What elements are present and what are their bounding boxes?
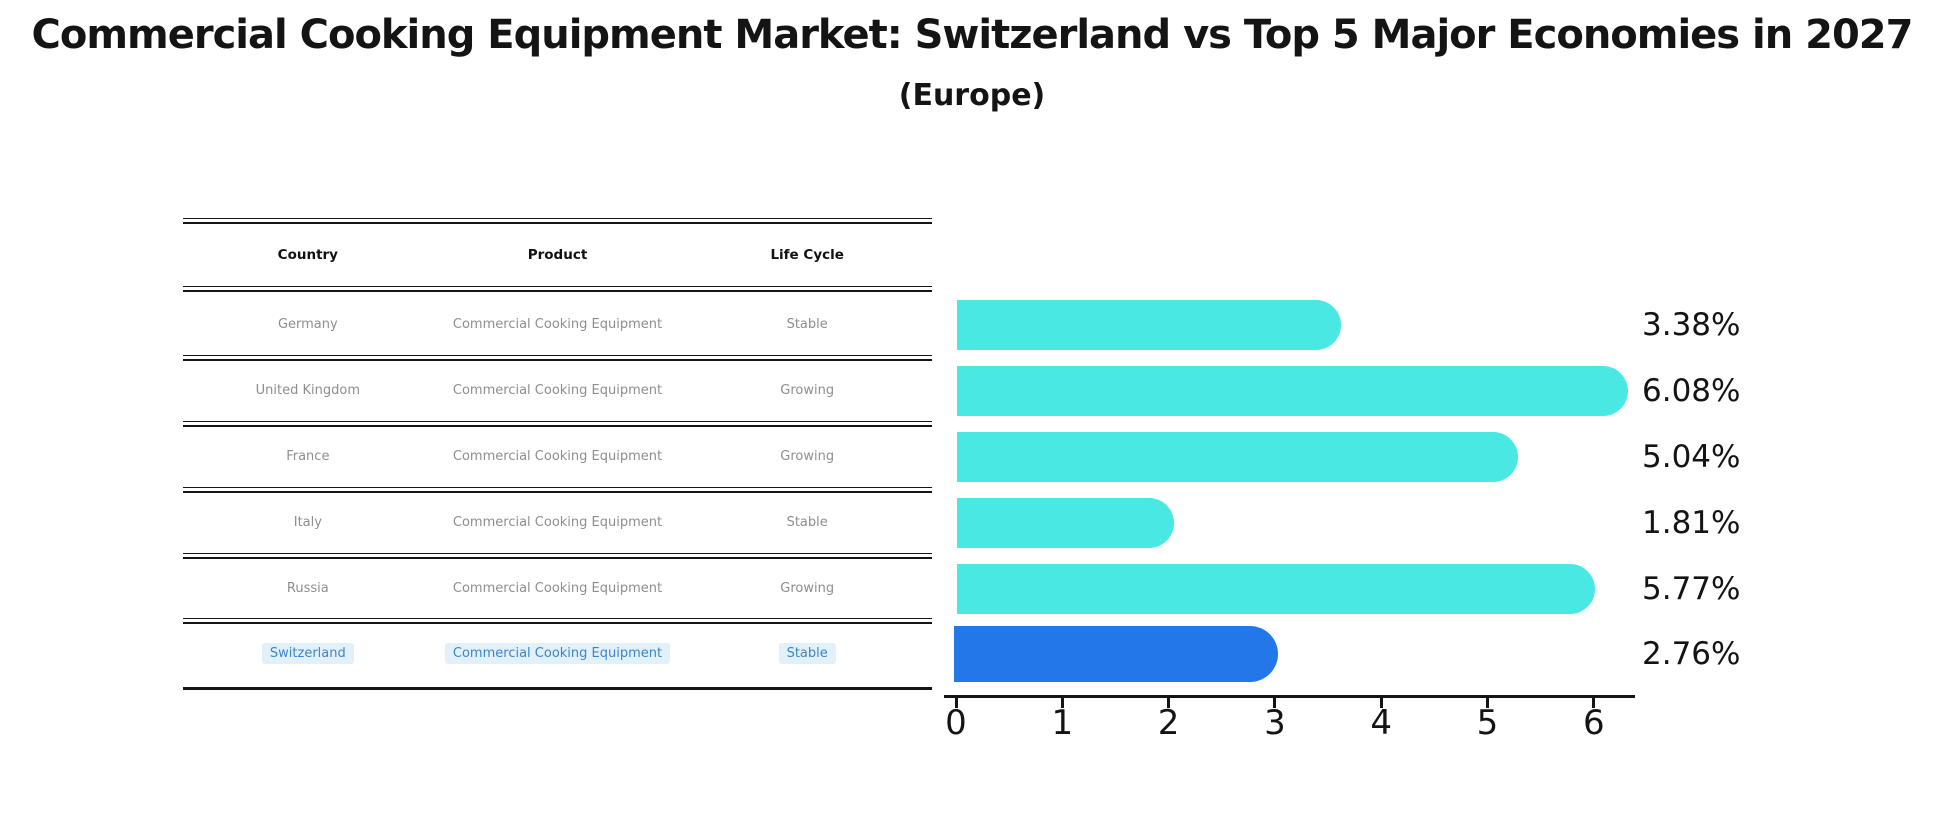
x-axis-tick <box>954 698 958 708</box>
bar-italy <box>957 498 1174 548</box>
table-cell-country: France <box>183 442 433 472</box>
chart-subtitle: (Europe) <box>898 78 1046 113</box>
bar-value-label: 5.04% <box>1642 439 1741 475</box>
table-cell-text: Italy <box>293 515 322 530</box>
table-cell-life-cycle: Growing <box>682 442 932 472</box>
column-header-country: Country <box>277 247 338 263</box>
table-cell-text: Commercial Cooking Equipment <box>452 449 663 464</box>
x-axis-tick-label: 6 <box>1582 703 1605 743</box>
table-divider <box>183 218 932 224</box>
column-header-life-cycle: Life Cycle <box>770 247 844 263</box>
table-cell-text: Commercial Cooking Equipment <box>452 383 663 398</box>
table-cell-product: Commercial Cooking Equipment <box>433 574 683 604</box>
bar-russia <box>957 564 1595 614</box>
table-cell-country: Russia <box>183 574 433 604</box>
x-axis-tick <box>1486 698 1489 708</box>
x-axis-tick-label: 5 <box>1476 703 1499 743</box>
bar-value-label: 1.81% <box>1642 505 1741 541</box>
column-header-product: Product <box>527 247 588 263</box>
table-row: Germany Commercial Cooking Equipment Stabl… <box>183 310 932 340</box>
table-row: United Kingdom Commercial Cooking Equipme… <box>183 376 932 406</box>
table-row: Switzerland Commercial Cooking Equipment S… <box>183 639 932 669</box>
table-header-row: Country Product Life Cycle <box>183 240 932 270</box>
table-cell-product: Commercial Cooking Equipment <box>433 639 683 669</box>
bar-value-label: 2.76% <box>1642 636 1741 672</box>
bar-france <box>957 432 1518 482</box>
table-cell-country: United Kingdom <box>183 376 433 406</box>
x-axis-tick <box>1379 698 1383 708</box>
table-cell-country: Germany <box>183 310 433 340</box>
table-cell-text: Russia <box>286 581 329 596</box>
bar-germany <box>957 300 1341 350</box>
x-axis-tick-label: 4 <box>1370 703 1392 743</box>
table-cell-text: Commercial Cooking Equipment <box>452 317 663 332</box>
x-axis-tick-label: 3 <box>1264 703 1286 743</box>
table-cell-text: Germany <box>277 317 338 332</box>
x-axis-tick-label: 2 <box>1157 703 1180 743</box>
x-axis-tick-label: 0 <box>945 703 967 743</box>
chart-title: Commercial Cooking Equipment Market: Swi… <box>31 12 1914 58</box>
bar-value-label: 6.08% <box>1642 373 1741 409</box>
table-cell-text: Commercial Cooking Equipment <box>452 515 663 530</box>
table-divider <box>183 286 932 292</box>
table-cell-country: Italy <box>183 508 433 538</box>
table-divider <box>183 421 932 427</box>
x-axis-tick <box>1273 698 1277 708</box>
table-divider <box>183 355 932 361</box>
bar-value-label: 3.38% <box>1642 307 1741 343</box>
table-cell-life-cycle: Growing <box>682 376 932 406</box>
table-cell-life-cycle: Stable <box>682 310 932 340</box>
table-divider <box>183 487 932 493</box>
table-cell-life-cycle: Stable <box>682 508 932 538</box>
table-cell-text: Stable <box>778 643 836 664</box>
table-row: Italy Commercial Cooking Equipment Stable <box>183 508 932 538</box>
x-axis-tick <box>1592 698 1596 708</box>
table-cell-life-cycle: Growing <box>682 574 932 604</box>
table-divider <box>183 618 932 624</box>
table-row: France Commercial Cooking Equipment Growin… <box>183 442 932 472</box>
x-axis-tick <box>1167 698 1171 708</box>
table-cell-text: Growing <box>780 581 835 596</box>
table-cell-text: France <box>286 449 330 464</box>
table-cell-product: Commercial Cooking Equipment <box>433 508 683 538</box>
table-cell-product: Commercial Cooking Equipment <box>433 310 683 340</box>
table-cell-life-cycle: Stable <box>682 639 932 669</box>
table-cell-text: Growing <box>780 449 835 464</box>
table-cell-country: Switzerland <box>183 639 433 669</box>
bar-switzerland <box>954 626 1278 682</box>
table-cell-text: Switzerland <box>261 643 354 664</box>
table-cell-text: Growing <box>780 383 835 398</box>
table-cell-text: Stable <box>786 317 828 332</box>
table-cell-text: Commercial Cooking Equipment <box>452 581 663 596</box>
table-cell-text: Stable <box>786 515 828 530</box>
x-axis-line <box>944 695 1635 698</box>
bar-united-kingdom <box>957 366 1628 416</box>
table-cell-text: United Kingdom <box>255 383 360 398</box>
table-divider <box>183 686 932 690</box>
table-row: Russia Commercial Cooking Equipment Growin… <box>183 574 932 604</box>
bar-value-label: 5.77% <box>1642 571 1741 607</box>
table-divider <box>183 553 932 559</box>
x-axis-tick-label: 1 <box>1051 703 1074 743</box>
table-cell-product: Commercial Cooking Equipment <box>433 442 683 472</box>
table-cell-product: Commercial Cooking Equipment <box>433 376 683 406</box>
x-axis-tick <box>1060 698 1064 708</box>
table-cell-text: Commercial Cooking Equipment <box>444 643 671 664</box>
